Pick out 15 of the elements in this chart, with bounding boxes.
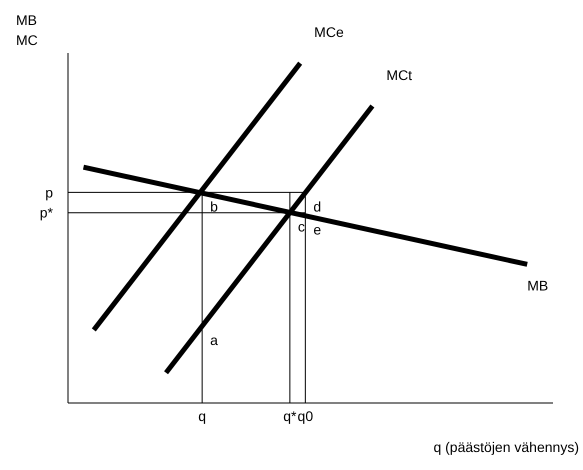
series-label: MB	[527, 277, 548, 294]
annotation: e	[313, 222, 322, 238]
ref-line-label: p	[45, 184, 54, 200]
series-label: MCt	[386, 67, 412, 84]
annotation: c	[298, 218, 305, 235]
series-label: MCe	[314, 24, 344, 40]
x-axis-title: q (päästöjen vähennys)	[433, 439, 579, 455]
x-tick-label: q*	[283, 408, 298, 424]
y-axis-title: MB MC	[16, 11, 38, 50]
x-tick-label: q0	[298, 408, 314, 424]
ref-line-label: p*	[40, 204, 54, 221]
annotation: d	[313, 198, 322, 214]
x-tick-label: q	[198, 408, 206, 424]
annotation: b	[210, 198, 218, 214]
annotation: a	[210, 332, 218, 348]
